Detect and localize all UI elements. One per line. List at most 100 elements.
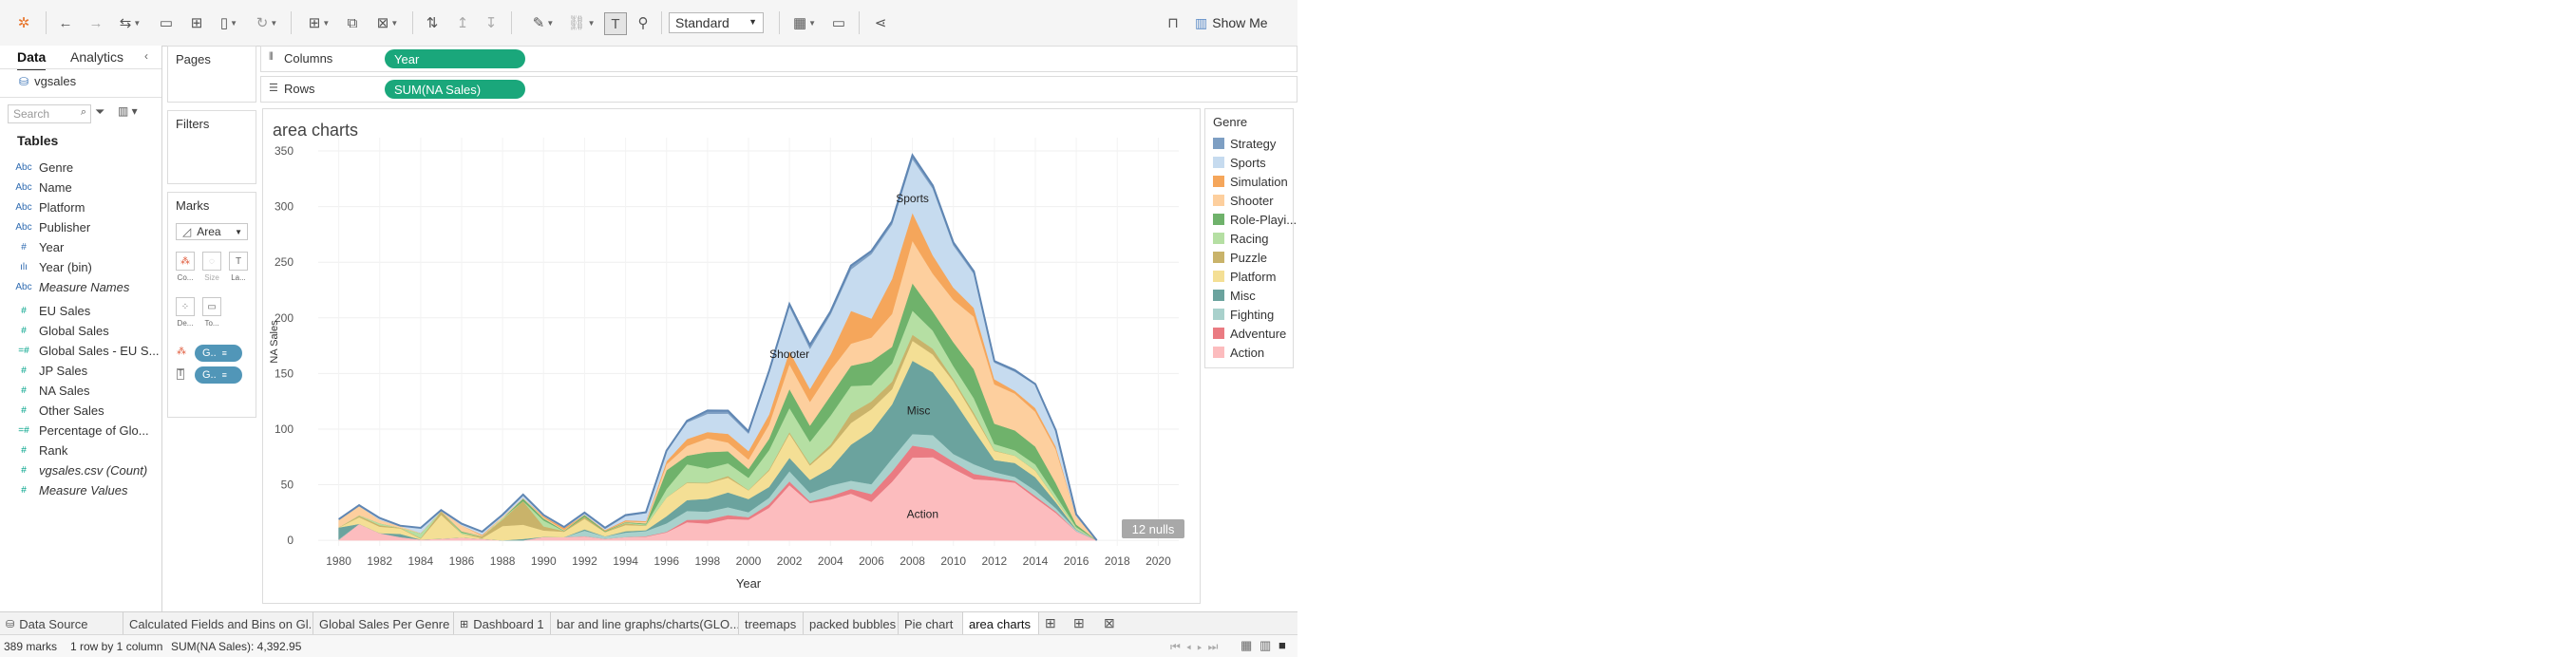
pause-updates-icon[interactable]: ▯ ▼ (219, 15, 238, 31)
label-button-label: La... (231, 273, 246, 282)
field-item[interactable]: Abc Name (0, 178, 71, 197)
collapse-pane-icon[interactable]: ‹ (144, 49, 148, 63)
pages-card[interactable]: Pages (167, 46, 256, 103)
refresh-icon[interactable]: ↻ ▼ (256, 15, 278, 31)
label-button[interactable]: T La... (229, 252, 248, 288)
x-axis-label: Year (736, 576, 762, 591)
tooltip-button[interactable]: ▭ To... (202, 297, 221, 333)
color-genre-pill[interactable]: G.. ≡ (195, 345, 242, 362)
new-worksheet-icon[interactable]: ⊞ (1045, 615, 1056, 630)
tab-calculated-fields[interactable]: Calculated Fields and Bins on Gl... (123, 612, 313, 635)
legend-label: Misc (1230, 288, 1256, 303)
new-dashboard-icon[interactable]: ⊞ (1073, 615, 1085, 630)
tab-global-sales-per-genre[interactable]: Global Sales Per Genre (313, 612, 454, 635)
tab-data-source[interactable]: ⛁ Data Source (0, 612, 123, 635)
legend-item[interactable]: Fighting (1213, 305, 1274, 324)
field-item[interactable]: ılı Year (bin) (0, 257, 92, 276)
legend-item[interactable]: Sports (1213, 153, 1266, 172)
save-icon[interactable]: ▭ (159, 15, 174, 31)
legend-item[interactable]: Strategy (1213, 134, 1276, 153)
share-icon[interactable]: ⋖ (874, 15, 887, 31)
filter-fields-icon[interactable]: ⏷ (95, 104, 105, 119)
fix-axes-icon[interactable]: ⚲ (637, 15, 649, 31)
label-genre-pill[interactable]: G.. ≡ (195, 366, 242, 384)
nulls-indicator[interactable]: 12 nulls (1122, 519, 1184, 538)
legend-item[interactable]: Action (1213, 343, 1264, 362)
field-item[interactable]: # NA Sales (0, 381, 89, 400)
legend-item[interactable]: Simulation (1213, 172, 1288, 191)
legend-item[interactable]: Puzzle (1213, 248, 1267, 267)
field-item[interactable]: =# Global Sales - EU S... (0, 341, 159, 360)
view-options-icon[interactable]: ▥ ▾ (118, 104, 138, 118)
show-mark-labels-icon[interactable]: T (604, 12, 627, 35)
filters-card[interactable]: Filters (167, 110, 256, 184)
label-pill-label: G.. (202, 369, 217, 381)
filmstrip-view-icon[interactable]: ▥ (1260, 638, 1272, 652)
year-pill[interactable]: Year (385, 49, 525, 68)
field-item[interactable]: Abc Publisher (0, 217, 90, 236)
legend-item[interactable]: Platform (1213, 267, 1276, 286)
fit-select[interactable]: Standard ▼ (669, 12, 764, 33)
tab-data[interactable]: Data (17, 46, 47, 70)
sheet-nav-icons[interactable]: ⏮◂▸⏭ (1170, 640, 1224, 653)
duplicate-sheet-icon[interactable]: ⧉ (347, 14, 358, 31)
mark-type-select[interactable]: ◿ Area ▼ (176, 223, 248, 240)
grid-view-icon[interactable]: ▦ (1241, 638, 1253, 652)
undo-icon[interactable]: ← (58, 14, 73, 31)
field-item[interactable]: # Global Sales (0, 321, 109, 340)
sort-descending-icon[interactable]: ↧ (484, 15, 498, 31)
new-datasource-icon[interactable]: ⊞ (190, 15, 203, 31)
legend-item[interactable]: Shooter (1213, 191, 1274, 210)
tab-packed-bubbles[interactable]: packed bubbles (804, 612, 899, 635)
redo-icon[interactable]: → (88, 14, 104, 31)
columns-shelf[interactable]: ⦀ Columns Year (260, 46, 1297, 72)
field-item[interactable]: # Rank (0, 441, 67, 460)
tab-area-charts[interactable]: area charts (963, 612, 1039, 635)
sort-ascending-icon[interactable]: ↥ (456, 15, 469, 31)
tab-analytics[interactable]: Analytics (70, 46, 123, 68)
field-item[interactable]: # vgsales.csv (Count) (0, 460, 147, 479)
replay-icon[interactable]: ⇆ ▼ (119, 15, 142, 31)
swap-icon[interactable]: ⇅ (426, 15, 439, 31)
field-item[interactable]: # Year (0, 237, 64, 256)
field-item[interactable]: # EU Sales (0, 301, 90, 320)
tab-view-icon[interactable]: ■ (1279, 638, 1286, 652)
field-item[interactable]: # Other Sales (0, 401, 104, 420)
new-story-icon[interactable]: ⊠ (1104, 615, 1115, 630)
group-icon[interactable]: ⛓ ▼ (567, 15, 596, 31)
field-item[interactable]: Abc Platform (0, 197, 85, 216)
legend-item[interactable]: Racing (1213, 229, 1268, 248)
area-chart[interactable]: 0 50 100 150 200 250 300 350 1980 1982 1984 1986 198… (263, 109, 1200, 603)
legend-item[interactable]: Role-Playi... (1213, 210, 1297, 229)
highlight-icon[interactable]: ✎ ▼ (532, 15, 555, 31)
tab-pie-chart[interactable]: Pie chart (899, 612, 963, 635)
legend-label: Sports (1230, 155, 1266, 170)
legend-item[interactable]: Adventure (1213, 324, 1286, 343)
tab-treemaps[interactable]: treemaps (739, 612, 804, 635)
show-cards-icon[interactable]: ▦ ▼ (792, 15, 817, 31)
field-item[interactable]: # Measure Values (0, 480, 127, 499)
datasource-item[interactable]: ⛁ vgsales (19, 74, 76, 88)
na-sales-pill[interactable]: SUM(NA Sales) (385, 80, 525, 99)
rows-shelf[interactable]: ☰ Rows SUM(NA Sales) (260, 76, 1297, 103)
x-tick-label: 1992 (572, 554, 597, 568)
field-item[interactable]: Abc Measure Names (0, 277, 129, 296)
pin-icon[interactable]: ⊓ (1167, 15, 1179, 31)
field-item[interactable]: Abc Genre (0, 158, 73, 177)
new-worksheet-icon[interactable]: ⊞ ▼ (308, 15, 331, 31)
field-search-input[interactable]: Search ⌕ (8, 104, 91, 123)
tableau-logo-icon[interactable]: ✲ (17, 15, 30, 31)
presentation-mode-icon[interactable]: ▭ (831, 15, 846, 31)
tab-dashboard-1[interactable]: ⊞ Dashboard 1 (454, 612, 551, 635)
x-tick-label: 2002 (777, 554, 803, 568)
color-button[interactable]: ⁂ Co... (176, 252, 195, 288)
number-type-icon: # (21, 444, 27, 456)
size-button[interactable]: ◌ Size (202, 252, 221, 288)
field-item[interactable]: =# Percentage of Glo... (0, 421, 148, 440)
legend-item[interactable]: Misc (1213, 286, 1256, 305)
tab-bar-and-line-graphs[interactable]: bar and line graphs/charts(GLO... (551, 612, 739, 635)
field-item[interactable]: # JP Sales (0, 361, 87, 380)
show-me-button[interactable]: ▥ Show Me (1195, 12, 1271, 33)
detail-button[interactable]: ⁘ De... (176, 297, 195, 333)
clear-sheet-icon[interactable]: ⊠ ▼ (376, 15, 399, 31)
